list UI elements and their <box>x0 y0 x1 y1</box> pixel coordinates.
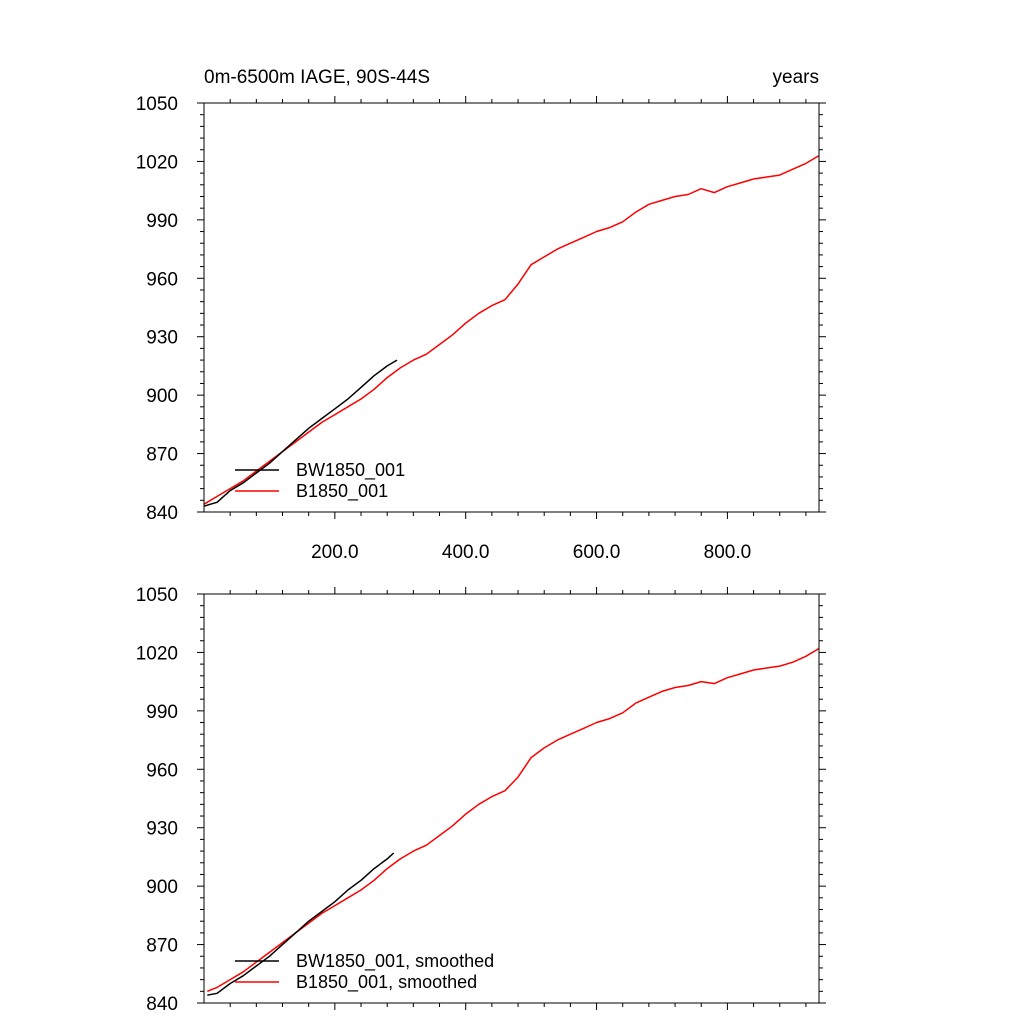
series-line-bw1850 <box>203 359 398 507</box>
top-panel-title-left: 0m-6500m IAGE, 90S-44S <box>204 67 430 88</box>
series-line-bw1850 <box>207 852 395 996</box>
y-tick-label: 990 <box>146 702 178 723</box>
y-tick-label: 840 <box>146 994 178 1015</box>
y-tick-label: 960 <box>146 269 178 290</box>
x-tick-label: 600.0 <box>573 542 621 563</box>
y-tick-label: 840 <box>146 503 178 524</box>
legend-label: B1850_001, smoothed <box>296 972 477 993</box>
y-tick-label: 900 <box>146 386 178 407</box>
y-tick-label: 870 <box>146 445 178 466</box>
y-tick-label: 930 <box>146 328 178 349</box>
legend-label: B1850_001 <box>296 481 388 502</box>
top-panel-ticks: 840 870 900 930 960 990 1020 1050 200.0 400.0 600.… <box>136 94 826 563</box>
y-tick-label: 930 <box>146 819 178 840</box>
y-tick-label: 900 <box>146 877 178 898</box>
bottom-panel-lines <box>207 647 820 996</box>
series-line-b1850 <box>207 647 820 992</box>
bottom-panel-ticks: 840 870 900 930 960 990 1020 1050 <box>136 585 826 1015</box>
y-tick-label: 960 <box>146 760 178 781</box>
x-tick-label: 400.0 <box>442 542 490 563</box>
bottom-panel: 840 870 900 930 960 990 1020 1050 BW1850_001, s… <box>136 585 826 1015</box>
y-tick-label: 1020 <box>136 643 178 664</box>
top-panel-title-right: years <box>773 67 819 88</box>
x-tick-label: 800.0 <box>704 542 752 563</box>
legend-label: BW1850_001, smoothed <box>296 951 494 972</box>
top-panel: 0m-6500m IAGE, 90S-44S years 840 870 900 93… <box>136 67 826 563</box>
y-tick-label: 1050 <box>136 94 178 115</box>
series-line-b1850 <box>203 154 820 505</box>
y-tick-label: 1020 <box>136 152 178 173</box>
y-tick-label: 1050 <box>136 585 178 606</box>
legend-label: BW1850_001 <box>296 460 405 481</box>
y-tick-label: 990 <box>146 211 178 232</box>
y-tick-label: 870 <box>146 936 178 957</box>
top-panel-frame <box>203 102 820 513</box>
top-panel-lines <box>203 154 820 507</box>
bottom-panel-frame <box>203 593 820 1004</box>
x-tick-label: 200.0 <box>311 542 359 563</box>
